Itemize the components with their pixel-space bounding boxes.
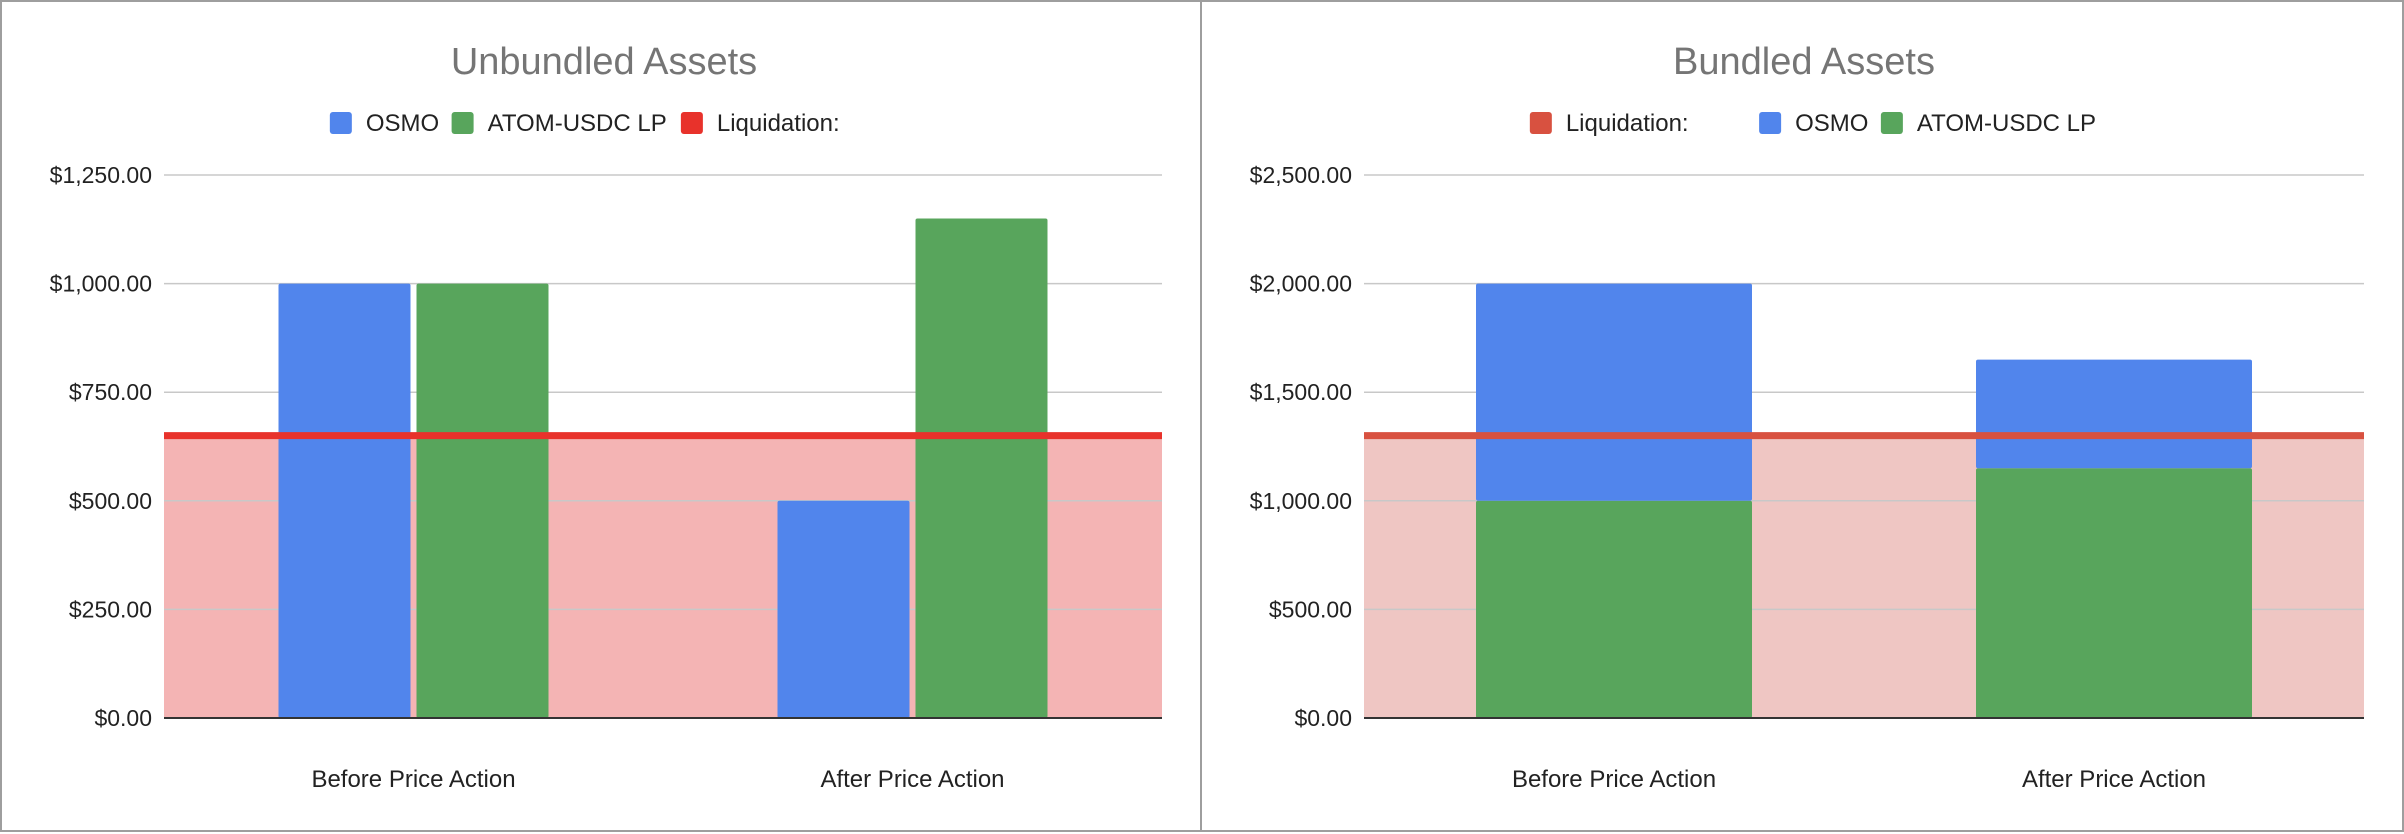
x-category-label: After Price Action: [2022, 766, 2206, 793]
y-tick-label: $0.00: [94, 705, 152, 731]
legend-swatch-atom-usdc-lp: [451, 112, 474, 134]
y-tick-label: $500.00: [1269, 596, 1352, 622]
bar-segment-osmo-after: [1976, 359, 2252, 469]
y-tick-label: $1,250.00: [50, 162, 152, 188]
x-category-label: After Price Action: [820, 766, 1004, 793]
legend-swatch-osmo: [329, 112, 352, 134]
y-tick-label: $2,500.00: [1250, 162, 1352, 188]
y-tick-label: $1,500.00: [1250, 379, 1352, 405]
y-tick-label: $250.00: [69, 596, 152, 622]
legend-swatch-atom-usdc-lp: [1880, 112, 1903, 134]
legend-swatch-liquidation: [1529, 112, 1552, 134]
y-tick-label: $2,000.00: [1250, 271, 1352, 297]
y-tick-label: $500.00: [69, 488, 152, 514]
bar-segment-osmo-before: [1476, 283, 1752, 501]
legend-label-osmo: OSMO: [1795, 110, 1868, 137]
legend-label-osmo: OSMO: [366, 110, 439, 137]
bar-segment-atom-usdc-lp-before: [1476, 500, 1752, 718]
bundled-chart-svg: Bundled Assets Liquidation: OSMO ATOM-USDC …: [1250, 41, 2364, 793]
legend-label-atom-usdc-lp: ATOM-USDC LP: [488, 110, 667, 137]
x-category-label: Before Price Action: [311, 766, 515, 793]
legend-swatch-osmo: [1759, 112, 1782, 134]
chart-panel-bundled: Bundled Assets Liquidation: OSMO ATOM-USDC …: [1200, 0, 2404, 832]
unbundled-chart-svg: Unbundled Assets OSMO ATOM-USDC LP Liquidat…: [50, 41, 1162, 793]
chart-title: Unbundled Assets: [451, 41, 757, 83]
chart-title: Bundled Assets: [1673, 41, 1935, 83]
y-tick-label: $750.00: [69, 379, 152, 405]
legend-label-liquidation: Liquidation:: [717, 110, 840, 137]
y-tick-label: $1,000.00: [1250, 488, 1352, 514]
bar-osmo-before: [278, 283, 411, 718]
legend-label-liquidation: Liquidation:: [1566, 110, 1689, 137]
y-tick-label: $1,000.00: [50, 271, 152, 297]
chart-panel-unbundled: Unbundled Assets OSMO ATOM-USDC LP Liquidat…: [0, 0, 1202, 832]
bar-atom-usdc-lp-after: [915, 218, 1048, 718]
bar-segment-atom-usdc-lp-after: [1976, 468, 2252, 718]
x-category-label: Before Price Action: [1512, 766, 1716, 793]
y-tick-label: $0.00: [1294, 705, 1352, 731]
legend-label-atom-usdc-lp: ATOM-USDC LP: [1917, 110, 2096, 137]
bar-osmo-after: [777, 500, 910, 718]
legend-swatch-liquidation: [680, 112, 703, 134]
bar-atom-usdc-lp-before: [416, 283, 549, 718]
